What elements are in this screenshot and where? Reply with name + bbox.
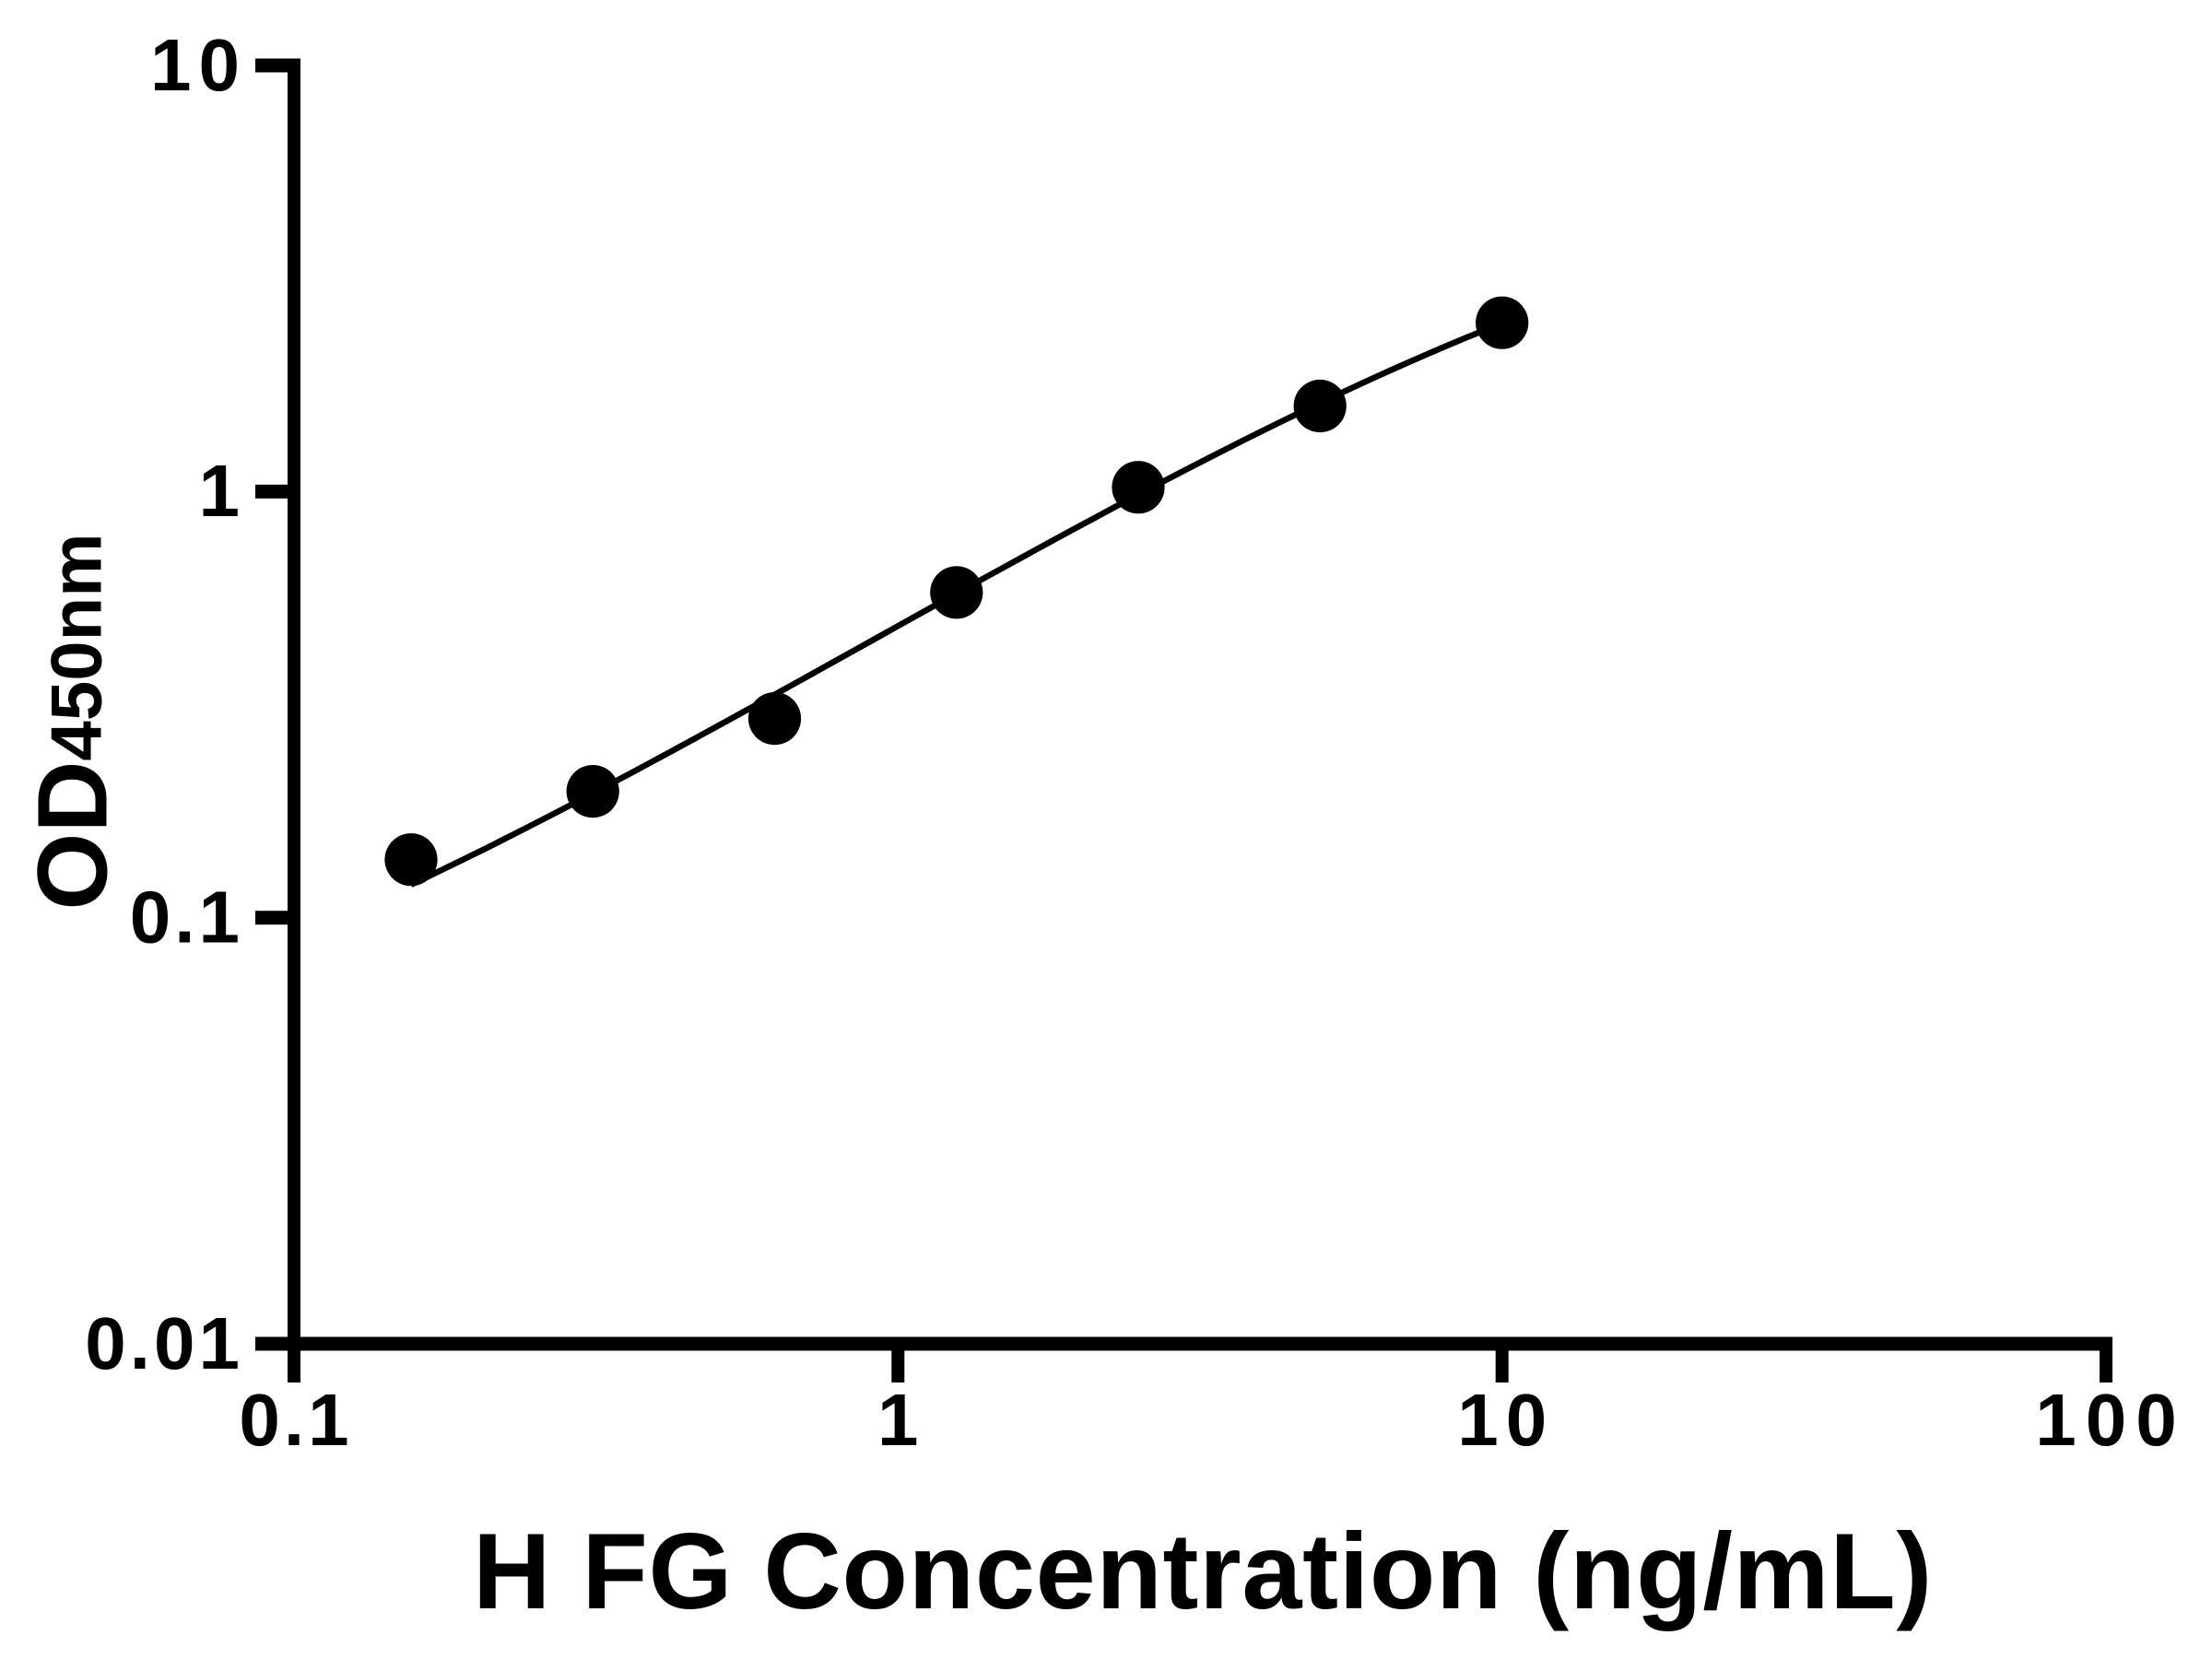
svg-text:1: 1: [877, 1379, 919, 1461]
svg-text:0.01: 0.01: [85, 1302, 243, 1384]
svg-text:10: 10: [1457, 1379, 1554, 1461]
svg-text:1: 1: [199, 450, 241, 532]
svg-text:10: 10: [150, 24, 247, 106]
svg-text:OD450nm: OD450nm: [17, 533, 128, 910]
svg-text:0.1: 0.1: [130, 877, 243, 959]
svg-text:H FG Concentration (ng/mL): H FG Concentration (ng/mL): [473, 1511, 1933, 1631]
svg-text:100: 100: [2035, 1379, 2185, 1461]
svg-text:0.1: 0.1: [239, 1379, 352, 1461]
